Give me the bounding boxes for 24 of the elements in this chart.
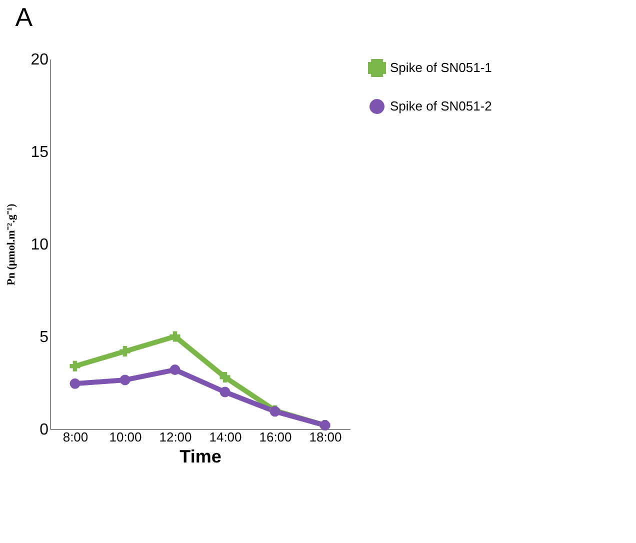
point bbox=[120, 374, 130, 386]
x-tick-label: 12:00 bbox=[159, 430, 192, 444]
y-tick-label: 20 bbox=[30, 52, 49, 68]
y-tick-label: 5 bbox=[40, 329, 49, 346]
y-tick-label: 15 bbox=[30, 144, 49, 161]
x-axis-title: Time bbox=[180, 446, 222, 466]
x-tick-label: 14:00 bbox=[209, 430, 242, 444]
point bbox=[70, 360, 80, 372]
point bbox=[170, 364, 180, 376]
y-tick-label: 10 bbox=[30, 236, 49, 254]
x-tick-label: 18:00 bbox=[309, 430, 342, 444]
point bbox=[170, 331, 180, 342]
point bbox=[120, 346, 130, 357]
legend-label: Spike of SN051-1 bbox=[390, 60, 492, 75]
point bbox=[220, 372, 230, 382]
y-tick-label: 0 bbox=[40, 422, 49, 438]
point bbox=[70, 378, 80, 389]
x-tick-label: 10:00 bbox=[109, 430, 142, 444]
x-tick-label: 8:00 bbox=[62, 430, 88, 444]
y-axis-title: Pn (μmol.m⁻².g⁻¹) bbox=[6, 203, 18, 286]
legend-label: Spike of SN051-2 bbox=[390, 98, 492, 114]
chart-title: A bbox=[15, 2, 34, 32]
x-tick-label: 16:00 bbox=[259, 430, 292, 444]
point bbox=[220, 386, 230, 398]
